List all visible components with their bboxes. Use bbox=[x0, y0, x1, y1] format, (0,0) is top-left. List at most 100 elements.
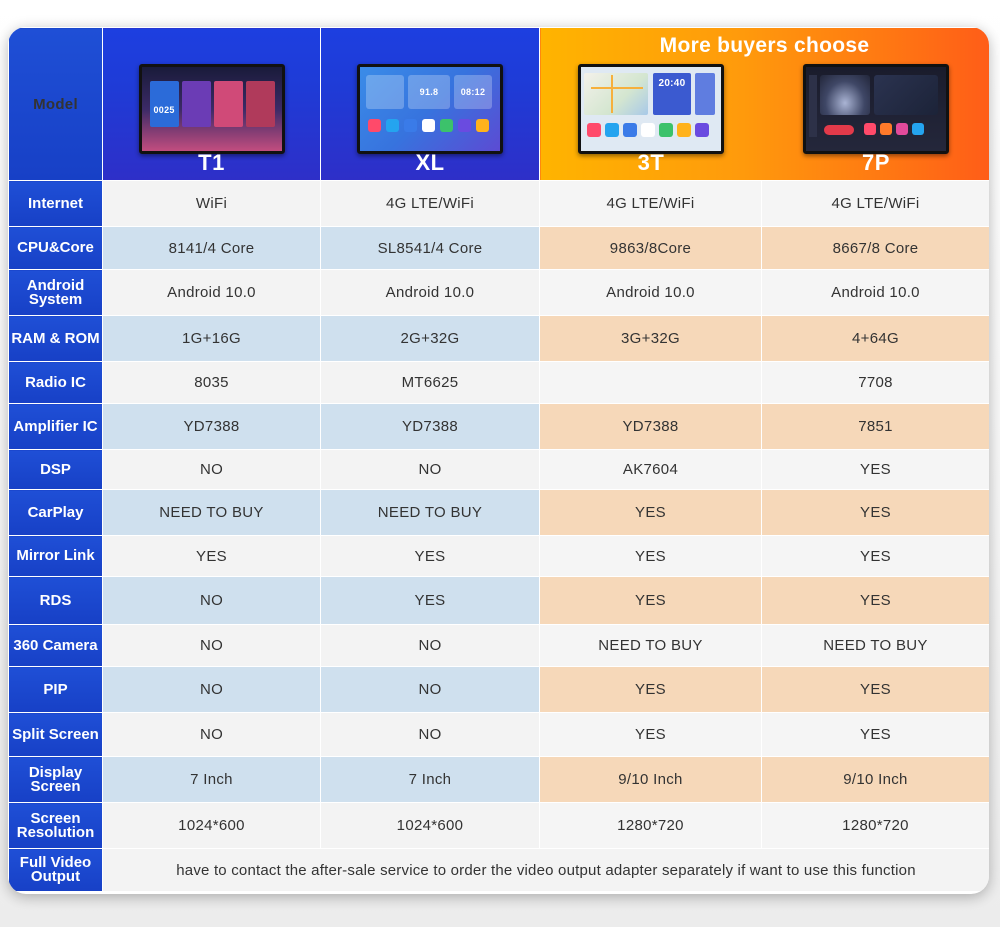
spec-value: NO bbox=[320, 712, 540, 757]
spec-value: YES bbox=[761, 712, 989, 757]
t1-screen-image: 0025 bbox=[138, 64, 285, 154]
spec-value: 3G+32G bbox=[539, 315, 762, 362]
spec-value: Android 10.0 bbox=[539, 269, 762, 316]
spec-value: NO bbox=[320, 624, 540, 667]
spec-row-radio-ic: Radio IC 8035 MT6625 7708 bbox=[8, 361, 989, 404]
product-column-3t-7p: More buyers choose 20:40 bbox=[539, 27, 989, 181]
spec-value: YES bbox=[320, 576, 540, 625]
xl-screen-image: 91.8 08:12 bbox=[357, 64, 503, 154]
spec-row-rds: RDS NO YES YES YES bbox=[8, 576, 989, 625]
spec-value: NEED TO BUY bbox=[761, 624, 989, 667]
spec-value: 1280*720 bbox=[761, 802, 989, 849]
row-label: Display Screen bbox=[8, 756, 103, 803]
spec-value: NO bbox=[102, 624, 321, 667]
spec-value: 4G LTE/WiFi bbox=[761, 180, 989, 227]
product-name-t1: T1 bbox=[198, 150, 225, 175]
spec-value: 4+64G bbox=[761, 315, 989, 362]
spec-value: SL8541/4 Core bbox=[320, 226, 540, 270]
more-buyers-banner: More buyers choose bbox=[659, 34, 870, 57]
spec-value: YES bbox=[761, 576, 989, 625]
spec-row-screen-resolution: Screen Resolution 1024*600 1024*600 1280… bbox=[8, 802, 989, 849]
spec-row-android: Android System Android 10.0 Android 10.0… bbox=[8, 269, 989, 316]
spec-value: 4G LTE/WiFi bbox=[320, 180, 540, 227]
spec-value: 1024*600 bbox=[320, 802, 540, 849]
spec-value: 7851 bbox=[761, 403, 989, 450]
row-label: RDS bbox=[8, 576, 103, 625]
row-label: Split Screen bbox=[8, 712, 103, 757]
7p-screen-image bbox=[803, 64, 949, 154]
spec-value: NO bbox=[320, 666, 540, 713]
spec-value: Android 10.0 bbox=[320, 269, 540, 316]
spec-value bbox=[539, 361, 762, 404]
spec-value: AK7604 bbox=[539, 449, 762, 490]
row-label: DSP bbox=[8, 449, 103, 490]
spec-row-360-camera: 360 Camera NO NO NEED TO BUY NEED TO BUY bbox=[8, 624, 989, 667]
spec-value: NO bbox=[102, 576, 321, 625]
product-name-xl: XL bbox=[415, 150, 445, 175]
row-label: Mirror Link bbox=[8, 535, 103, 577]
comparison-card: Model 0025 T1 bbox=[8, 27, 989, 894]
row-label: Screen Resolution bbox=[8, 802, 103, 849]
row-label: Radio IC bbox=[8, 361, 103, 404]
spec-value: NEED TO BUY bbox=[102, 489, 321, 536]
spec-row-display-screen: Display Screen 7 Inch 7 Inch 9/10 Inch 9… bbox=[8, 756, 989, 803]
spec-value: 9/10 Inch bbox=[761, 756, 989, 803]
spec-row-cpu: CPU&Core 8141/4 Core SL8541/4 Core 9863/… bbox=[8, 226, 989, 270]
spec-value: NO bbox=[102, 666, 321, 713]
row-label: Full Video Output bbox=[8, 848, 103, 892]
spec-value: YES bbox=[539, 489, 762, 536]
spec-value: YES bbox=[539, 576, 762, 625]
row-label: 360 Camera bbox=[8, 624, 103, 667]
spec-value: 1024*600 bbox=[102, 802, 321, 849]
spec-row-carplay: CarPlay NEED TO BUY NEED TO BUY YES YES bbox=[8, 489, 989, 536]
row-label: RAM & ROM bbox=[8, 315, 103, 362]
spec-value: 9863/8Core bbox=[539, 226, 762, 270]
spec-value: 8035 bbox=[102, 361, 321, 404]
spec-value: YES bbox=[761, 666, 989, 713]
3t-screen-image: 20:40 bbox=[578, 64, 724, 154]
spec-value: 2G+32G bbox=[320, 315, 540, 362]
header-row: Model 0025 T1 bbox=[8, 27, 989, 181]
spec-row-internet: Internet WiFi 4G LTE/WiFi 4G LTE/WiFi 4G… bbox=[8, 180, 989, 227]
xl-screen-clock: 08:12 bbox=[454, 75, 492, 109]
spec-value: NEED TO BUY bbox=[539, 624, 762, 667]
t1-screen-clock: 0025 bbox=[153, 105, 175, 115]
spec-row-ram-rom: RAM & ROM 1G+16G 2G+32G 3G+32G 4+64G bbox=[8, 315, 989, 362]
spec-value: YES bbox=[761, 449, 989, 490]
xl-screen-radio: 91.8 bbox=[408, 75, 450, 109]
spec-row-split-screen: Split Screen NO NO YES YES bbox=[8, 712, 989, 757]
spec-value: NO bbox=[102, 712, 321, 757]
model-header: Model bbox=[8, 27, 103, 181]
spec-value: NO bbox=[320, 449, 540, 490]
product-column-t1: 0025 T1 bbox=[102, 27, 321, 181]
spec-row-amplifier-ic: Amplifier IC YD7388 YD7388 YD7388 7851 bbox=[8, 403, 989, 450]
product-column-xl: 91.8 08:12 XL bbox=[320, 27, 540, 181]
spec-value: YES bbox=[539, 712, 762, 757]
spec-value: 9/10 Inch bbox=[539, 756, 762, 803]
spec-value: 1280*720 bbox=[539, 802, 762, 849]
spec-value: 7 Inch bbox=[320, 756, 540, 803]
spec-value: Android 10.0 bbox=[761, 269, 989, 316]
spec-value: 1G+16G bbox=[102, 315, 321, 362]
spec-value: YES bbox=[539, 535, 762, 577]
product-name-7p: 7P bbox=[862, 150, 890, 175]
row-label: Android System bbox=[8, 269, 103, 316]
spec-value: NEED TO BUY bbox=[320, 489, 540, 536]
spec-row-full-video-output: Full Video Output have to contact the af… bbox=[8, 848, 989, 892]
spec-value: WiFi bbox=[102, 180, 321, 227]
video-output-note: have to contact the after-sale service t… bbox=[102, 848, 989, 892]
spec-value: Android 10.0 bbox=[102, 269, 321, 316]
row-label: Amplifier IC bbox=[8, 403, 103, 450]
spec-value: YES bbox=[761, 535, 989, 577]
spec-value: 4G LTE/WiFi bbox=[539, 180, 762, 227]
row-label: Internet bbox=[8, 180, 103, 227]
row-label: PIP bbox=[8, 666, 103, 713]
spec-value: NO bbox=[102, 449, 321, 490]
spec-value: YD7388 bbox=[539, 403, 762, 450]
model-label: Model bbox=[33, 95, 78, 113]
spec-value: YES bbox=[102, 535, 321, 577]
spec-row-pip: PIP NO NO YES YES bbox=[8, 666, 989, 713]
spec-value: YD7388 bbox=[320, 403, 540, 450]
spec-row-mirror-link: Mirror Link YES YES YES YES bbox=[8, 535, 989, 577]
spec-value: 8141/4 Core bbox=[102, 226, 321, 270]
